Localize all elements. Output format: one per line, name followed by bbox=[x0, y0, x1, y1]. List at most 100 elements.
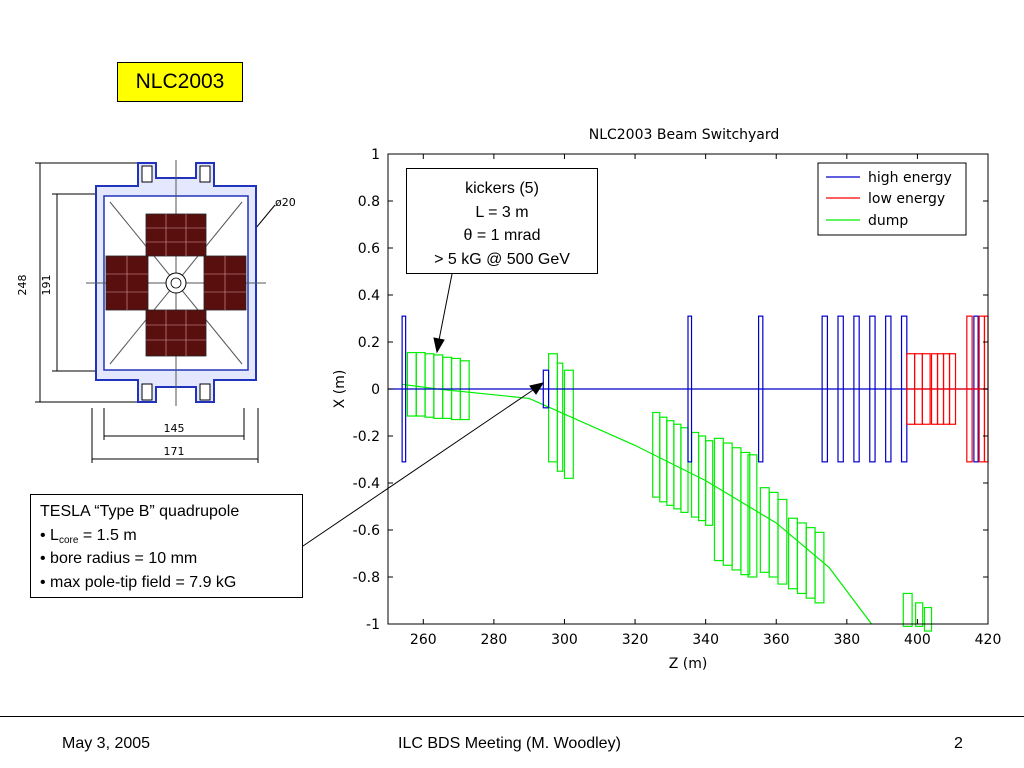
magnet-dump bbox=[923, 606, 933, 632]
y-tick-label: -0.2 bbox=[353, 429, 380, 445]
quad-line-2-prefix: • L bbox=[40, 526, 59, 544]
x-tick-label: 380 bbox=[833, 632, 860, 648]
x-axis-label: Z (m) bbox=[669, 656, 708, 672]
x-tick-label: 260 bbox=[410, 632, 437, 648]
kickers-arrowhead bbox=[433, 337, 445, 354]
magnet-dump bbox=[556, 362, 564, 472]
quad-line-2-suffix: = 1.5 m bbox=[78, 526, 137, 544]
kickers-line-1: kickers (5) bbox=[465, 180, 539, 197]
footer-divider bbox=[0, 716, 1024, 717]
beam-switchyard-chart: NLC2003 Beam Switchyard 260 280 300 320 340 3… bbox=[332, 127, 1001, 672]
magnet-low-energy bbox=[921, 353, 931, 425]
x-tick-label: 340 bbox=[692, 632, 719, 648]
quad-arrowhead bbox=[529, 382, 545, 395]
magnet-low-energy bbox=[966, 315, 973, 463]
drawing-dimension-lines bbox=[35, 162, 276, 463]
dim-145-label: 145 bbox=[164, 422, 185, 435]
y-tick-label: 0.6 bbox=[358, 241, 380, 257]
magnet-high-energy bbox=[542, 369, 550, 409]
footer-date: May 3, 2005 bbox=[62, 735, 151, 752]
kickers-arrow-line bbox=[438, 273, 453, 341]
kickers-line-4: > 5 kG @ 500 GeV bbox=[434, 250, 570, 268]
bore-inner bbox=[170, 277, 182, 289]
y-tick-label: -0.8 bbox=[353, 570, 380, 586]
magnet-dump bbox=[459, 360, 470, 421]
magnet-dump bbox=[805, 527, 816, 599]
y-axis-label: X (m) bbox=[332, 370, 348, 409]
y-tick-label: -0.6 bbox=[353, 523, 380, 539]
coil-windings bbox=[106, 214, 246, 356]
series-high-energy bbox=[388, 315, 988, 463]
legend-label-high-energy: high energy bbox=[868, 170, 952, 186]
kickers-callout: kickers (5) L = 3 m θ = 1 mrad > 5 kG @ … bbox=[406, 168, 598, 274]
y-axis-ticks: -1 -0.8 -0.6 -0.4 -0.2 0 0.2 0.4 0.6 0.8 1 bbox=[353, 147, 988, 633]
magnet-dump bbox=[787, 517, 799, 590]
x-axis-ticks: 260 280 300 320 340 360 380 400 420 bbox=[410, 154, 1001, 648]
quadrupole-callout: TESLA “Type B” quadrupole • Lcore = 1.5 … bbox=[30, 494, 303, 598]
chart-legend: high energy low energy dump bbox=[817, 162, 967, 236]
magnet-dump bbox=[563, 369, 574, 479]
magnet-dump bbox=[759, 487, 770, 573]
quad-line-4: • max pole-tip field = 7.9 kG bbox=[40, 573, 237, 591]
bore-circle bbox=[165, 272, 187, 294]
magnet-high-energy bbox=[837, 315, 844, 463]
quad-line-2-sub: core bbox=[58, 534, 79, 546]
quadrupole-drawing: 248 191 145 171 ø20 bbox=[16, 160, 296, 463]
magnet-dump bbox=[902, 592, 913, 627]
magnet-dump bbox=[680, 427, 689, 513]
dim-191-label: 191 bbox=[40, 275, 53, 296]
x-tick-label: 300 bbox=[551, 632, 578, 648]
x-tick-label: 280 bbox=[481, 632, 508, 648]
magnet-high-energy bbox=[853, 315, 860, 463]
magnet-dump bbox=[442, 356, 453, 419]
x-tick-label: 320 bbox=[622, 632, 649, 648]
quad-arrow-line bbox=[302, 387, 537, 547]
kickers-line-2: L = 3 m bbox=[475, 203, 529, 221]
quad-line-2: • Lcore = 1.5 m bbox=[40, 524, 302, 548]
magnet-dump bbox=[768, 491, 779, 578]
magnet-dump bbox=[406, 351, 417, 417]
y-tick-label: -0.4 bbox=[353, 476, 380, 492]
x-tick-label: 420 bbox=[975, 632, 1002, 648]
y-tick-label: 0.8 bbox=[358, 194, 380, 210]
magnet-dump bbox=[705, 440, 714, 526]
magnet-dump bbox=[915, 602, 924, 627]
series-line-dump bbox=[402, 383, 873, 625]
legend-label-dump: dump bbox=[868, 213, 908, 229]
y-tick-label: 0.2 bbox=[358, 335, 380, 351]
magnet-high-energy bbox=[401, 315, 407, 463]
slide-title: NLC2003 bbox=[117, 62, 243, 102]
magnet-high-energy bbox=[869, 315, 876, 463]
y-tick-label: 0.4 bbox=[358, 288, 380, 304]
series-low-energy bbox=[906, 315, 989, 463]
dim-171-label: 171 bbox=[164, 445, 185, 458]
magnet-high-energy bbox=[757, 315, 764, 463]
magnet-dump bbox=[415, 351, 426, 417]
footer-meeting: ILC BDS Meeting (M. Woodley) bbox=[398, 735, 621, 752]
dim-phi20-label: ø20 bbox=[275, 196, 296, 209]
magnet-dump bbox=[796, 522, 807, 595]
y-tick-label: -1 bbox=[366, 617, 380, 633]
magnet-low-energy bbox=[948, 353, 957, 425]
magnet-dump bbox=[722, 442, 733, 566]
plot-area bbox=[388, 315, 989, 632]
legend-box bbox=[817, 162, 967, 236]
footer-page-number: 2 bbox=[954, 735, 963, 752]
magnet-dump bbox=[747, 454, 758, 578]
series-dump bbox=[402, 351, 933, 632]
x-tick-label: 360 bbox=[763, 632, 790, 648]
magnet-dump bbox=[731, 447, 742, 571]
magnet-dump bbox=[713, 437, 724, 562]
magnet-high-energy bbox=[885, 315, 892, 463]
chart-title: NLC2003 Beam Switchyard bbox=[589, 127, 780, 143]
magnet-dump bbox=[433, 354, 444, 419]
quad-line-3: • bore radius = 10 mm bbox=[40, 550, 198, 567]
x-tick-label: 400 bbox=[904, 632, 931, 648]
kickers-line-3: θ = 1 mrad bbox=[463, 227, 541, 244]
legend-label-low-energy: low energy bbox=[868, 191, 945, 207]
magnet-dump bbox=[777, 498, 788, 585]
magnet-dump bbox=[424, 353, 435, 418]
callout-arrows bbox=[302, 273, 545, 547]
magnet-dump bbox=[740, 451, 751, 576]
